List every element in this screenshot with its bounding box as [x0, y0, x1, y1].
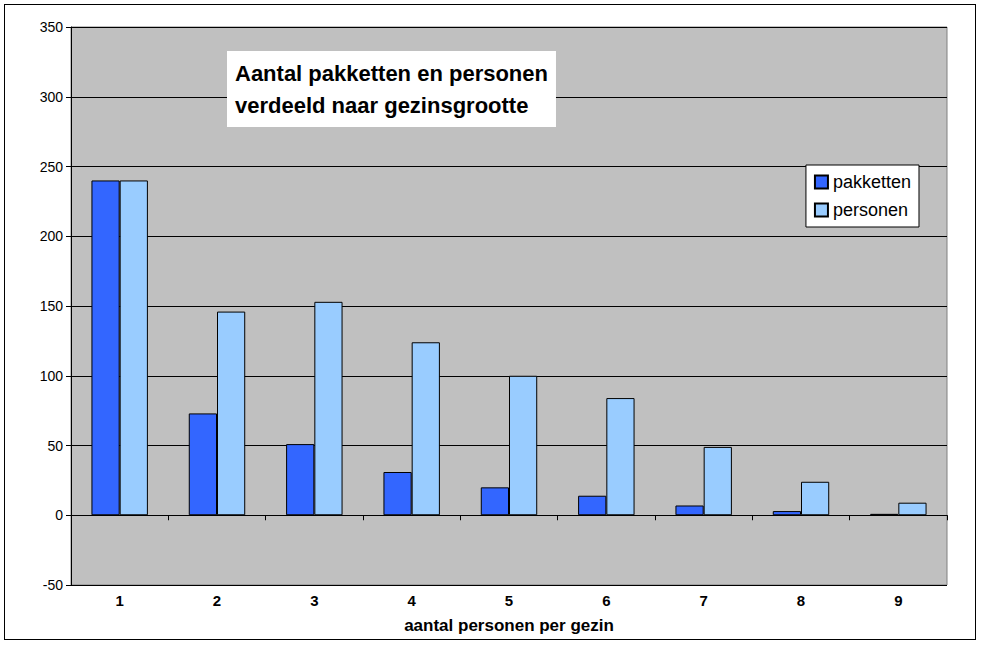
svg-text:pakketten: pakketten	[833, 172, 911, 192]
svg-text:0: 0	[55, 507, 63, 523]
svg-text:50: 50	[47, 438, 63, 454]
svg-text:-50: -50	[43, 577, 63, 593]
svg-text:2: 2	[213, 592, 221, 609]
svg-text:personen: personen	[833, 200, 908, 220]
svg-text:4: 4	[407, 592, 416, 609]
svg-text:aantal personen per gezin: aantal personen per gezin	[404, 616, 614, 635]
svg-text:350: 350	[40, 19, 64, 35]
svg-text:200: 200	[40, 228, 64, 244]
svg-text:9: 9	[894, 592, 902, 609]
svg-text:3: 3	[310, 592, 318, 609]
svg-text:150: 150	[40, 298, 64, 314]
svg-text:verdeeld naar gezinsgrootte: verdeeld naar gezinsgrootte	[235, 93, 528, 118]
svg-text:6: 6	[602, 592, 610, 609]
svg-text:7: 7	[699, 592, 707, 609]
svg-text:100: 100	[40, 368, 64, 384]
svg-text:Aantal pakketten en personen: Aantal pakketten en personen	[235, 61, 548, 86]
svg-text:8: 8	[797, 592, 805, 609]
svg-text:250: 250	[40, 159, 64, 175]
svg-text:5: 5	[505, 592, 513, 609]
svg-text:1: 1	[115, 592, 123, 609]
svg-text:300: 300	[40, 89, 64, 105]
